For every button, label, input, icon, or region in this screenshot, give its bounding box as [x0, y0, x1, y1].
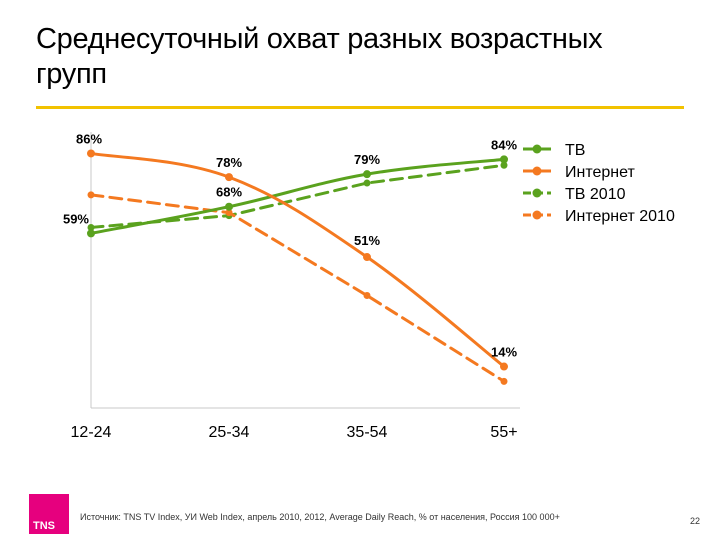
data-point: [500, 362, 508, 371]
slide-title: Среднесуточный охват разных возрастных г…: [36, 23, 603, 90]
data-point: [225, 202, 233, 211]
source-note: Источник: TNS TV Index, УИ Web Index, ап…: [80, 512, 560, 522]
data-label: 84%: [491, 137, 517, 152]
tns-logo: TNS: [29, 494, 69, 534]
title-divider: [36, 106, 684, 109]
data-point: [87, 223, 95, 231]
logo-text: TNS: [33, 520, 55, 532]
data-label: 14%: [491, 345, 517, 360]
legend-swatch-marker: [532, 144, 542, 154]
series-line: [89, 157, 506, 235]
legend-swatch-marker: [532, 188, 542, 198]
data-point: [363, 179, 371, 187]
data-point: [225, 209, 233, 217]
data-label: 59%: [63, 211, 89, 226]
legend-label: Интернет: [565, 164, 635, 181]
data-point: [87, 149, 95, 158]
legend-swatch-marker: [532, 166, 542, 176]
data-point: [500, 155, 508, 164]
x-tick-label: 12-24: [71, 424, 112, 441]
series-line: [89, 193, 506, 383]
page-number: 22: [689, 516, 700, 526]
legend-label: ТВ 2010: [565, 186, 626, 203]
data-label: 68%: [216, 185, 242, 200]
legend-label: Интернет 2010: [565, 208, 675, 225]
data-point: [87, 191, 95, 199]
data-point: [363, 170, 371, 179]
legend-swatch-marker: [532, 210, 542, 220]
line-chart: 12-24 25-34 35-54 55+ 59% 68% 79% 84% 86% 78% 51%…: [63, 131, 675, 441]
series-line: [89, 151, 506, 369]
x-tick-label: 25-34: [209, 424, 250, 441]
data-point: [363, 253, 371, 262]
data-label: 78%: [216, 155, 242, 170]
data-point: [87, 229, 95, 238]
data-point: [500, 161, 508, 169]
x-tick-label: 35-54: [347, 424, 388, 441]
data-point: [500, 377, 508, 385]
data-label: 79%: [354, 152, 380, 167]
data-point: [363, 292, 371, 300]
x-tick-label: 55+: [490, 424, 517, 441]
series-line: [89, 163, 506, 229]
legend-label: ТВ: [565, 142, 585, 159]
data-point: [225, 173, 233, 182]
data-label: 51%: [354, 233, 380, 248]
data-label: 86%: [76, 131, 102, 146]
